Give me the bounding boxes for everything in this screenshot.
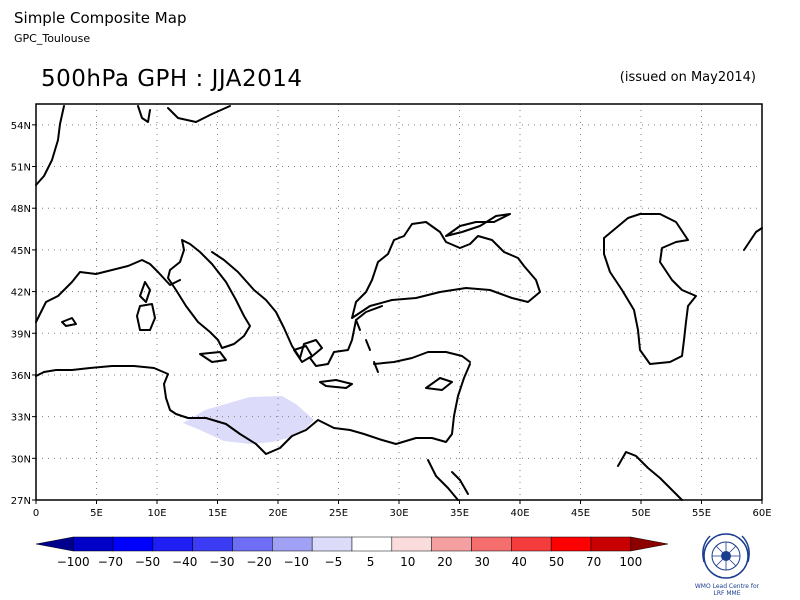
coast-cyprus — [425, 377, 453, 391]
logo-caption: WMO Lead Centre for LRF MME — [694, 583, 760, 597]
colorbar — [35, 536, 669, 552]
header-source: GPC_Toulouse — [14, 32, 91, 45]
coast-east-edge — [743, 227, 763, 251]
map-title: 500hPa GPH : JJA2014 — [41, 66, 303, 92]
negative-anomaly-region — [183, 396, 314, 444]
lat-label: 39N — [11, 329, 31, 340]
lon-label: 55E — [692, 508, 711, 519]
colorbar-label: −30 — [209, 555, 234, 569]
coast-north-africa — [35, 363, 471, 455]
longitude-labels: 0 5E 10E 15E 20E 25E 30E 35E 40E 45E 50E 55E 60E — [33, 500, 772, 519]
colorbar-bin — [232, 536, 273, 552]
lon-label: 50E — [631, 508, 650, 519]
lon-label: 30E — [389, 508, 408, 519]
lat-label: 33N — [11, 413, 31, 424]
colorbar-label: −10 — [284, 555, 309, 569]
lon-label: 45E — [571, 508, 590, 519]
latitude-labels: 27N 30N 33N 36N 39N 42N 45N 48N 51N 54N — [11, 121, 36, 507]
colorbar-label: −50 — [135, 555, 160, 569]
colorbar-labels: −100 −70 −50 −40 −30 −20 −10 −5 5 10 20 30 40 50 70 100 — [57, 555, 643, 569]
coast-red-sea — [427, 459, 469, 501]
colorbar-bin — [72, 536, 114, 552]
wmo-logo — [702, 533, 750, 579]
colorbar-bin — [272, 536, 313, 552]
coast-sardinia — [136, 303, 156, 331]
colorbar-label: 40 — [512, 555, 527, 569]
lon-label: 60E — [752, 508, 771, 519]
header-title: Simple Composite Map — [14, 9, 187, 27]
coast-sicily — [199, 351, 227, 363]
lon-label: 5E — [90, 508, 103, 519]
colorbar-bin — [391, 536, 432, 552]
colorbar-label: −5 — [325, 555, 343, 569]
coast-crimea — [445, 213, 511, 237]
colorbar-bin — [311, 536, 353, 552]
coast-corsica — [139, 281, 151, 303]
colorbar-min-arrow — [35, 536, 74, 552]
colorbar-bin — [550, 536, 592, 552]
coast-turkey-south — [373, 351, 471, 365]
colorbar-label: 70 — [586, 555, 601, 569]
colorbar-max-arrow — [630, 536, 669, 552]
colorbar-label: −40 — [172, 555, 197, 569]
colorbar-bin — [590, 536, 632, 552]
lon-label: 20E — [268, 508, 287, 519]
lat-label: 36N — [11, 371, 31, 382]
coast-persian-gulf — [617, 451, 683, 501]
colorbar-label: 100 — [619, 555, 642, 569]
coast-caspian — [603, 213, 697, 365]
lat-label: 30N — [11, 454, 31, 465]
colorbar-label: −20 — [246, 555, 271, 569]
colorbar-label: 30 — [474, 555, 489, 569]
colorbar-bin — [511, 536, 552, 552]
colorbar-bin — [192, 536, 233, 552]
lat-label: 42N — [11, 288, 31, 299]
colorbar-bin — [152, 536, 193, 552]
colorbar-label: −100 — [57, 555, 90, 569]
lat-label: 54N — [11, 121, 31, 132]
lon-label: 40E — [510, 508, 529, 519]
coast-balkans — [211, 251, 383, 367]
colorbar-label: 20 — [437, 555, 452, 569]
coast-italy — [167, 239, 251, 349]
coast-black-sea — [351, 221, 541, 319]
coast-france-iberia — [35, 259, 181, 323]
colorbar-bin — [471, 536, 512, 552]
coast-britain — [35, 105, 65, 186]
lat-label: 51N — [11, 163, 31, 174]
colorbar-bin — [431, 536, 472, 552]
colorbar-label: −70 — [98, 555, 123, 569]
lon-label: 10E — [147, 508, 166, 519]
lat-label: 48N — [11, 204, 31, 215]
lon-label: 0 — [33, 508, 39, 519]
coast-scandinavia — [137, 105, 231, 123]
colorbar-bin — [112, 536, 154, 552]
issued-date: (issued on May2014) — [619, 70, 756, 85]
lat-lon-grid — [36, 104, 762, 500]
lon-label: 15E — [208, 508, 227, 519]
coast-balearic — [61, 317, 77, 327]
colorbar-label: 5 — [367, 555, 375, 569]
colorbar-label: 50 — [549, 555, 564, 569]
lat-label: 27N — [11, 496, 31, 507]
coastlines — [35, 105, 763, 501]
lat-label: 45N — [11, 246, 31, 257]
coast-crete — [319, 379, 353, 389]
lon-label: 35E — [450, 508, 469, 519]
colorbar-bin — [351, 536, 393, 552]
lon-label: 25E — [329, 508, 348, 519]
coast-peloponnese — [293, 345, 313, 363]
colorbar-label: 10 — [400, 555, 415, 569]
